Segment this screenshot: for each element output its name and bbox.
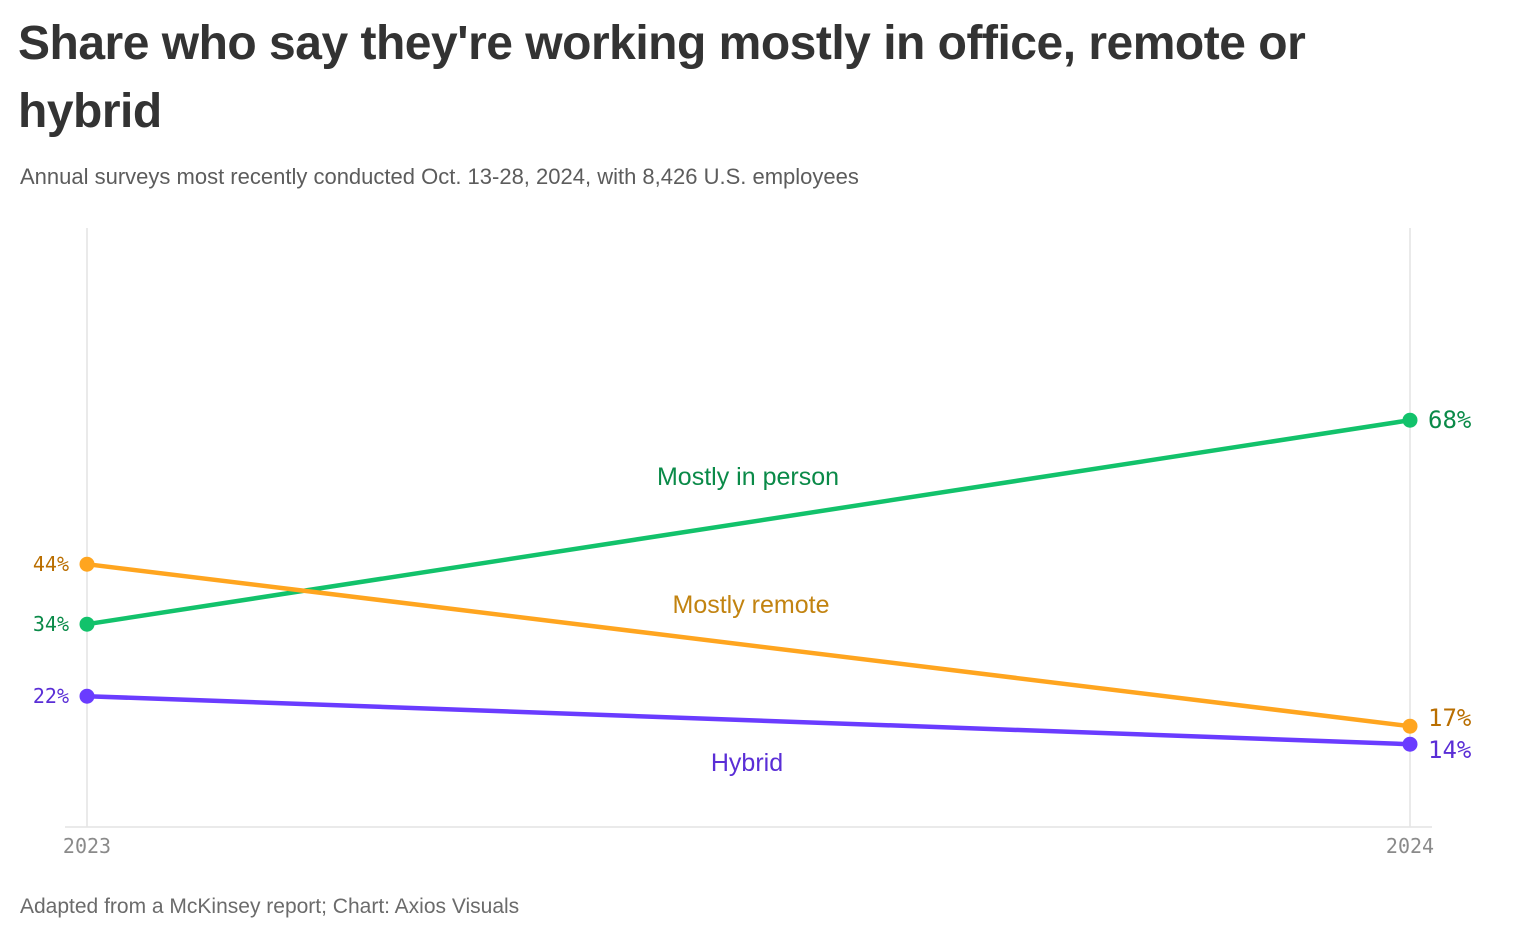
- series-name-label-mostly-remote: Mostly remote: [673, 591, 830, 619]
- chart-labels: 2023 2024 34% 68% Mostly in person 44% 17% Most…: [33, 406, 1472, 858]
- series-line-mostly-remote: [84, 561, 1413, 729]
- data-point-mostly-remote-2023: [79, 556, 95, 572]
- value-label-mostly-in-person-2024: 68%: [1428, 406, 1472, 434]
- data-point-hybrid-2023: [79, 688, 95, 704]
- data-point-mostly-in-person-2023: [79, 616, 95, 632]
- value-label-mostly-remote-2024: 17%: [1428, 704, 1472, 732]
- line-chart: 2023 2024 34% 68% Mostly in person 44% 17% Most…: [33, 228, 1472, 858]
- chart-subtitle: Annual surveys most recently conducted O…: [20, 164, 859, 189]
- series-line-hybrid: [84, 693, 1413, 747]
- chart-title: Share who say they're working mostly in …: [18, 17, 1306, 138]
- series-name-label-hybrid: Hybrid: [711, 749, 783, 777]
- series-name-label-mostly-in-person: Mostly in person: [657, 463, 839, 491]
- x-tick-label-2024: 2024: [1386, 834, 1434, 858]
- value-label-hybrid-2024: 14%: [1428, 736, 1472, 764]
- value-label-mostly-remote-2023: 44%: [33, 552, 69, 576]
- data-point-mostly-remote-2024: [1402, 718, 1418, 734]
- data-point-mostly-in-person-2024: [1402, 412, 1418, 428]
- x-tick-label-2023: 2023: [63, 834, 111, 858]
- value-label-hybrid-2023: 22%: [33, 684, 69, 708]
- chart-series: [79, 412, 1418, 752]
- value-label-mostly-in-person-2023: 34%: [33, 612, 69, 636]
- data-point-hybrid-2024: [1402, 736, 1418, 752]
- chart-footer: Adapted from a McKinsey report; Chart: A…: [20, 895, 520, 918]
